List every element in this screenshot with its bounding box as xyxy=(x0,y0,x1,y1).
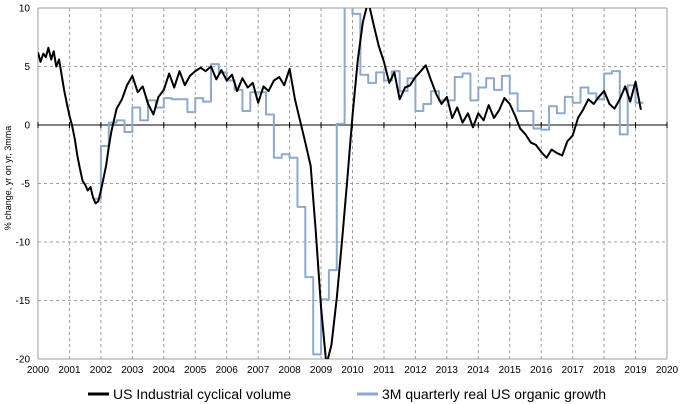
x-tick-label: 2018 xyxy=(593,365,616,376)
y-tick-label: -20 xyxy=(16,355,31,366)
x-tick-labels: 2000 2001 2002 2003 2004 2005 2006 2007 2008 2009… xyxy=(27,365,679,376)
x-tick-label: 2007 xyxy=(247,365,270,376)
x-tick-label: 2000 xyxy=(27,365,50,376)
x-tick-label: 2005 xyxy=(184,365,207,376)
y-tick-label: -10 xyxy=(16,238,31,249)
x-tick-label: 2001 xyxy=(58,365,81,376)
y-tick-label: -5 xyxy=(21,179,30,190)
x-tick-label: 2014 xyxy=(467,365,490,376)
series-line-organic xyxy=(93,8,644,356)
legend-label-industrial: US Industrial cyclical volume xyxy=(113,386,291,402)
x-tick-label: 2019 xyxy=(624,365,647,376)
x-tick-label: 2010 xyxy=(341,365,364,376)
gridlines xyxy=(37,7,668,360)
y-tick-label: -15 xyxy=(16,296,31,307)
y-tick-labels: 10 5 0 -5 -10 -15 -20 xyxy=(16,4,31,366)
series-line-industrial xyxy=(38,8,642,359)
x-tick-label: 2006 xyxy=(216,365,239,376)
y-tick-label: 10 xyxy=(19,4,31,15)
legend-label-organic: 3M quarterly real US organic growth xyxy=(382,386,606,402)
x-tick-label: 2013 xyxy=(436,365,459,376)
y-tick-label: 5 xyxy=(24,62,30,73)
y-axis-label: % change, yr on yr, 3mma xyxy=(3,126,13,231)
x-tick-label: 2016 xyxy=(530,365,553,376)
x-tick-label: 2009 xyxy=(310,365,333,376)
series-layer xyxy=(38,8,644,359)
x-tick-label: 2017 xyxy=(562,365,585,376)
y-tick-label: 0 xyxy=(24,121,30,132)
x-tick-label: 2015 xyxy=(499,365,522,376)
x-tick-label: 2008 xyxy=(278,365,301,376)
x-tick-label: 2011 xyxy=(373,365,395,376)
x-tick-label: 2004 xyxy=(153,365,176,376)
x-tick-label: 2012 xyxy=(404,365,427,376)
x-tick-label: 2020 xyxy=(656,365,679,376)
x-tick-label: 2002 xyxy=(90,365,113,376)
x-tick-label: 2003 xyxy=(121,365,144,376)
legend: US Industrial cyclical volume 3M quarter… xyxy=(88,386,606,402)
